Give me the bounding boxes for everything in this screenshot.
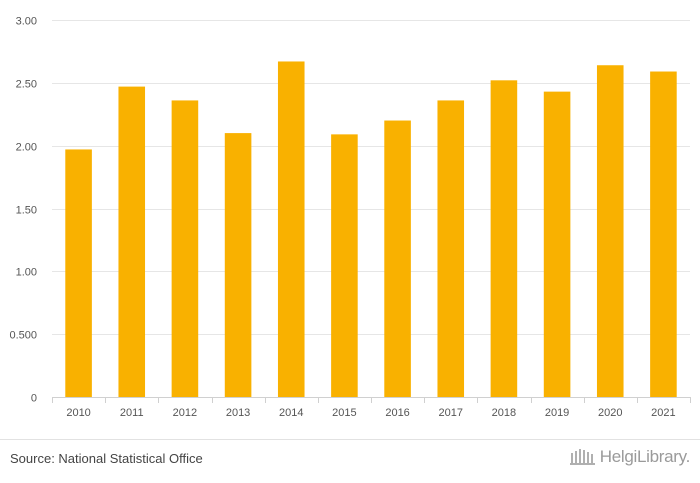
bar-2014[interactable] xyxy=(277,61,305,397)
bar-2020[interactable] xyxy=(596,65,624,398)
y-tick-label: 0 xyxy=(31,393,37,405)
grid-layer xyxy=(52,20,690,335)
brand-link[interactable]: HelgiLibrary. xyxy=(569,447,691,467)
y-tick-label: 0.500 xyxy=(9,330,37,342)
bar-2019[interactable] xyxy=(543,91,571,397)
x-tick-label: 2014 xyxy=(279,407,303,419)
bar-2010[interactable] xyxy=(65,149,92,397)
x-tick-label: 2011 xyxy=(120,407,144,419)
y-tick-label: 2.00 xyxy=(16,142,37,154)
bar-2017[interactable] xyxy=(437,100,465,398)
footer-divider xyxy=(0,439,700,440)
y-axis: 0 0.500 1.00 1.50 2.00 2.50 3.00 xyxy=(9,16,37,405)
x-tick-label: 2010 xyxy=(66,407,90,419)
x-tick-label: 2013 xyxy=(226,407,250,419)
bar-2016[interactable] xyxy=(384,120,411,397)
bars-layer xyxy=(65,61,677,398)
x-tick-label: 2021 xyxy=(651,407,675,419)
y-tick-label: 1.00 xyxy=(16,267,37,279)
x-tick-label: 2012 xyxy=(173,407,197,419)
bar-2011[interactable] xyxy=(118,86,146,397)
bar-2012[interactable] xyxy=(171,100,199,398)
x-tick-label: 2015 xyxy=(332,407,356,419)
brand-name: HelgiLibrary. xyxy=(599,447,691,466)
bar-2015[interactable] xyxy=(331,134,358,398)
library-logo-icon xyxy=(569,449,595,465)
x-tick-label: 2018 xyxy=(492,407,516,419)
y-tick-label: 1.50 xyxy=(16,205,37,217)
x-tick-label: 2017 xyxy=(439,407,463,419)
bar-2018[interactable] xyxy=(490,80,518,397)
x-tick-label: 2019 xyxy=(545,407,569,419)
x-tick-label: 2020 xyxy=(598,407,622,419)
bar-2013[interactable] xyxy=(224,133,252,397)
y-tick-label: 3.00 xyxy=(16,16,37,28)
y-tick-label: 2.50 xyxy=(16,79,37,91)
x-tick-label: 2016 xyxy=(385,407,409,419)
bar-2021[interactable] xyxy=(650,71,677,398)
source-note: Source: National Statistical Office xyxy=(10,451,203,466)
x-axis: 2010 2011 2012 2013 2014 2015 2016 2017 2018 2019… xyxy=(52,397,691,419)
